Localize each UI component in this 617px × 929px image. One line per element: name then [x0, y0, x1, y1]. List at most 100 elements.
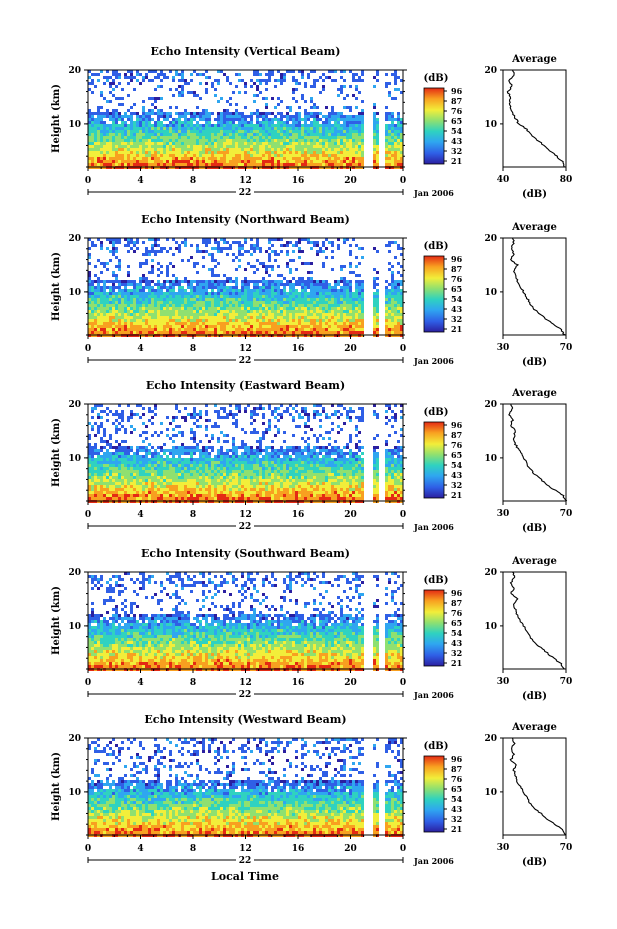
heat-cell — [277, 154, 280, 157]
heat-cell — [163, 118, 166, 121]
heat-cell — [133, 461, 136, 464]
heat-cell — [340, 151, 343, 154]
heat-cell — [115, 160, 118, 163]
heat-cell — [268, 259, 271, 262]
heat-cell — [118, 259, 121, 262]
heat-cell — [343, 313, 346, 316]
heat-cell — [103, 316, 106, 319]
heat-cell — [226, 142, 229, 145]
heat-cell — [202, 307, 205, 310]
heat-cell — [223, 319, 226, 322]
heat-cell — [316, 121, 319, 124]
heat-cell — [292, 328, 295, 331]
heat-cell — [100, 160, 103, 163]
heat-cell — [211, 301, 214, 304]
heat-cell — [343, 79, 346, 82]
heat-cell — [340, 280, 343, 283]
heat-cell — [100, 70, 103, 73]
heat-cell — [298, 313, 301, 316]
heat-cell — [388, 112, 391, 115]
heat-cell — [223, 136, 226, 139]
heat-cell — [391, 115, 394, 118]
heat-cell — [118, 461, 121, 464]
heat-cell — [352, 127, 355, 130]
heat-cell — [163, 298, 166, 301]
heat-cell — [220, 316, 223, 319]
heat-cell — [94, 470, 97, 473]
heat-cell — [103, 127, 106, 130]
heat-cell — [349, 127, 352, 130]
heat-cell — [175, 277, 178, 280]
heat-cell — [253, 265, 256, 268]
heat-cell — [295, 160, 298, 163]
heat-cell — [148, 109, 151, 112]
heat-cell — [292, 295, 295, 298]
heat-cell — [130, 292, 133, 295]
heat-cell — [172, 127, 175, 130]
heat-cell — [292, 304, 295, 307]
heat-cell — [97, 473, 100, 476]
heat-cell — [196, 127, 199, 130]
heat-cell — [199, 112, 202, 115]
heat-cell — [286, 262, 289, 265]
heat-cell — [130, 139, 133, 142]
heat-cell — [172, 331, 175, 334]
heat-cell — [211, 85, 214, 88]
colorbar-tick-label: 43 — [451, 136, 463, 146]
heat-cell — [229, 130, 232, 133]
heat-cell — [187, 121, 190, 124]
heat-cell — [280, 301, 283, 304]
heat-cell — [166, 289, 169, 292]
heat-cell — [334, 121, 337, 124]
heat-cell — [103, 488, 106, 491]
heat-cell — [253, 244, 256, 247]
heat-cell — [91, 136, 94, 139]
heat-cell — [112, 142, 115, 145]
heat-cell — [130, 241, 133, 244]
heat-cell — [394, 73, 397, 76]
heat-cell — [100, 425, 103, 428]
heat-cell — [169, 151, 172, 154]
heat-cell — [139, 118, 142, 121]
heat-cell — [271, 148, 274, 151]
heat-cell — [160, 325, 163, 328]
heat-cell — [262, 289, 265, 292]
heat-cell — [100, 497, 103, 500]
heat-cell — [127, 145, 130, 148]
heat-cell — [256, 307, 259, 310]
heat-cell — [109, 473, 112, 476]
heat-cell — [256, 301, 259, 304]
heat-cell — [280, 79, 283, 82]
heat-cell — [307, 154, 310, 157]
heat-cell — [199, 313, 202, 316]
heat-cell — [142, 313, 145, 316]
heat-cell — [181, 154, 184, 157]
heat-cell — [346, 148, 349, 151]
heat-cell — [205, 331, 208, 334]
heat-cell — [313, 328, 316, 331]
heat-cell — [265, 88, 268, 91]
heat-cell — [385, 136, 388, 139]
heat-cell — [241, 331, 244, 334]
heat-cell — [355, 154, 358, 157]
heat-cell — [205, 280, 208, 283]
heat-cell — [310, 331, 313, 334]
heat-cell — [91, 455, 94, 458]
heat-cell — [340, 307, 343, 310]
date-label: Jan 2006 — [413, 188, 454, 198]
heat-cell — [130, 307, 133, 310]
heat-cell — [112, 274, 115, 277]
heat-cell — [97, 310, 100, 313]
heat-cell — [325, 118, 328, 121]
heat-cell — [214, 118, 217, 121]
heat-cell — [337, 322, 340, 325]
heat-cell — [142, 154, 145, 157]
heat-cell — [97, 491, 100, 494]
heat-cell — [259, 133, 262, 136]
heat-cell — [220, 247, 223, 250]
heat-cell — [376, 154, 379, 157]
heat-cell — [202, 325, 205, 328]
heat-cell — [154, 100, 157, 103]
heat-cell — [262, 157, 265, 160]
heat-cell — [217, 328, 220, 331]
